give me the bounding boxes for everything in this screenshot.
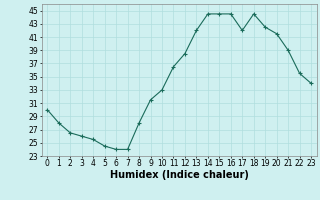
X-axis label: Humidex (Indice chaleur): Humidex (Indice chaleur) <box>110 170 249 180</box>
